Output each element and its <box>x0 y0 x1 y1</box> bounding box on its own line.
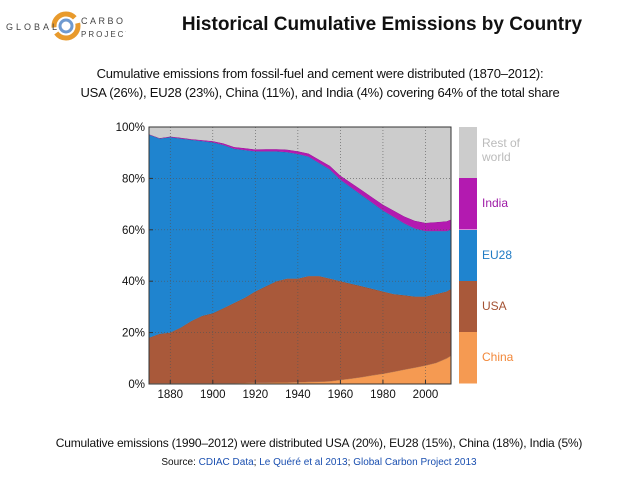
source-separator: ; <box>253 457 260 468</box>
x-tick-label: 1920 <box>243 389 269 401</box>
area-eu28 <box>149 134 451 338</box>
area-rest-of-world <box>149 127 451 223</box>
y-tick-label: 20% <box>122 328 145 340</box>
global-carbon-project-link[interactable]: Global Carbon Project 2013 <box>353 457 477 468</box>
legend-label-china: China <box>482 350 514 364</box>
x-tick-label: 1900 <box>200 389 226 401</box>
y-tick-label: 80% <box>122 173 145 185</box>
legend-label-rest-of-world: world <box>481 150 511 164</box>
series-areas <box>149 127 451 384</box>
x-axis: 1880 1900 1920 1940 1960 1980 2000 <box>157 380 438 401</box>
logo-graphic: GLOBAL CARBON PROJECT <box>6 11 132 41</box>
logo-word-project: PROJECT <box>81 30 126 39</box>
legend-swatch-india <box>459 178 477 230</box>
legend-label-rest-of-world: Rest of <box>482 136 521 150</box>
x-tick-label: 1960 <box>328 389 354 401</box>
logo-ring-icon <box>51 11 81 41</box>
subtitle-line-1: Cumulative emissions from fossil-fuel an… <box>96 66 544 81</box>
legend-label-eu28: EU28 <box>482 248 512 262</box>
source-separator: ; <box>347 457 354 468</box>
x-tick-label: 1880 <box>157 389 183 401</box>
page-title: Historical Cumulative Emissions by Count… <box>181 14 583 35</box>
legend-label-usa: USA <box>482 299 507 313</box>
legend-swatch-eu28 <box>459 230 477 282</box>
legend-label-india: India <box>482 196 508 210</box>
x-tick-label: 2000 <box>413 389 439 401</box>
logo-inner-ring-icon <box>58 18 74 34</box>
legend-swatch-rest-of-world <box>459 127 477 179</box>
subtitle-line-2: USA (26%), EU28 (23%), China (11%), and … <box>80 85 560 100</box>
y-tick-label: 60% <box>122 225 145 237</box>
plot-frame <box>148 126 452 385</box>
y-tick-label: 100% <box>116 122 145 134</box>
legend-swatch-china <box>459 332 477 384</box>
y-axis: 0% 20% 40% 60% 80% 100% <box>116 122 153 391</box>
y-tick-label: 40% <box>122 276 145 288</box>
boundary-usa <box>149 275 451 338</box>
cdiac-data-link[interactable]: CDIAC Data <box>198 457 254 468</box>
global-carbon-project-logo: GLOBAL CARBON PROJECT <box>6 6 132 46</box>
x-tick-label: 1940 <box>285 389 311 401</box>
source-prefix: Source: <box>161 457 199 468</box>
logo-word-carbon: CARBON <box>81 16 126 26</box>
logo-word-global: GLOBAL <box>6 22 60 32</box>
area-usa <box>149 276 451 384</box>
x-tick-label: 1980 <box>370 389 396 401</box>
subtitle: Cumulative emissions from fossil-fuel an… <box>20 64 620 102</box>
le-quere-link[interactable]: Le Quéré et al 2013 <box>259 457 348 468</box>
legend-swatch-usa <box>459 281 477 333</box>
area-china <box>149 355 451 384</box>
y-tick-label: 0% <box>128 379 145 391</box>
area-india <box>149 134 451 232</box>
footnote: Cumulative emissions (1990–2012) were di… <box>55 436 583 450</box>
source-line: Source: CDIAC Data; Le Quéré et al 2013;… <box>0 457 638 468</box>
